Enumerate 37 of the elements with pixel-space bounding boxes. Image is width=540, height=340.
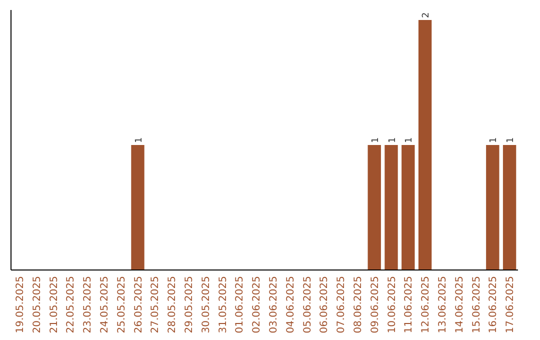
x-tick-label: 30.05.2025 xyxy=(200,276,212,334)
data-label: 1 xyxy=(404,137,415,143)
x-tick-label: 28.05.2025 xyxy=(167,276,178,334)
x-tick-label: 21.05.2025 xyxy=(48,276,60,334)
data-label: 1 xyxy=(134,137,144,143)
x-tick-label: 14.06.2025 xyxy=(454,276,466,334)
x-tick-label: 27.05.2025 xyxy=(150,276,162,334)
data-label: 1 xyxy=(388,137,398,143)
x-tick-label: 06.06.2025 xyxy=(319,276,330,334)
x-tick-label: 31.05.2025 xyxy=(218,276,229,334)
x-tick-label: 09.06.2025 xyxy=(370,276,381,334)
x-tick-label: 10.06.2025 xyxy=(386,276,398,334)
x-tick-label: 08.06.2025 xyxy=(352,276,364,334)
data-label: 1 xyxy=(489,137,500,143)
x-tick-label: 13.06.2025 xyxy=(437,276,448,334)
x-tick-label: 23.05.2025 xyxy=(82,276,94,334)
x-tick-label: 11.06.2025 xyxy=(404,276,415,334)
x-tick-label: 19.05.2025 xyxy=(14,276,26,334)
x-tick-label: 16.06.2025 xyxy=(488,276,500,334)
x-tick-label: 01.06.2025 xyxy=(234,276,246,334)
x-tick-label: 05.06.2025 xyxy=(302,276,314,334)
data-label: 1 xyxy=(370,137,381,143)
data-label: 2 xyxy=(422,12,432,18)
x-tick-label: 24.05.2025 xyxy=(99,276,110,334)
x-tick-label: 04.06.2025 xyxy=(285,276,296,334)
x-tick-label: 02.06.2025 xyxy=(252,276,263,334)
x-tick-label: 29.05.2025 xyxy=(184,276,195,334)
x-tick-label: 03.06.2025 xyxy=(268,276,280,334)
x-tick-label: 25.05.2025 xyxy=(116,276,128,334)
x-tick-label: 15.06.2025 xyxy=(471,276,482,334)
x-tick-label: 12.06.2025 xyxy=(420,276,432,334)
data-label: 1 xyxy=(506,137,516,143)
x-tick-label: 22.05.2025 xyxy=(66,276,77,334)
x-tick-label: 07.06.2025 xyxy=(336,276,348,334)
x-tick-label: 17.06.2025 xyxy=(505,276,516,334)
x-tick-label: 20.05.2025 xyxy=(32,276,43,334)
x-tick-label: 26.05.2025 xyxy=(133,276,144,334)
